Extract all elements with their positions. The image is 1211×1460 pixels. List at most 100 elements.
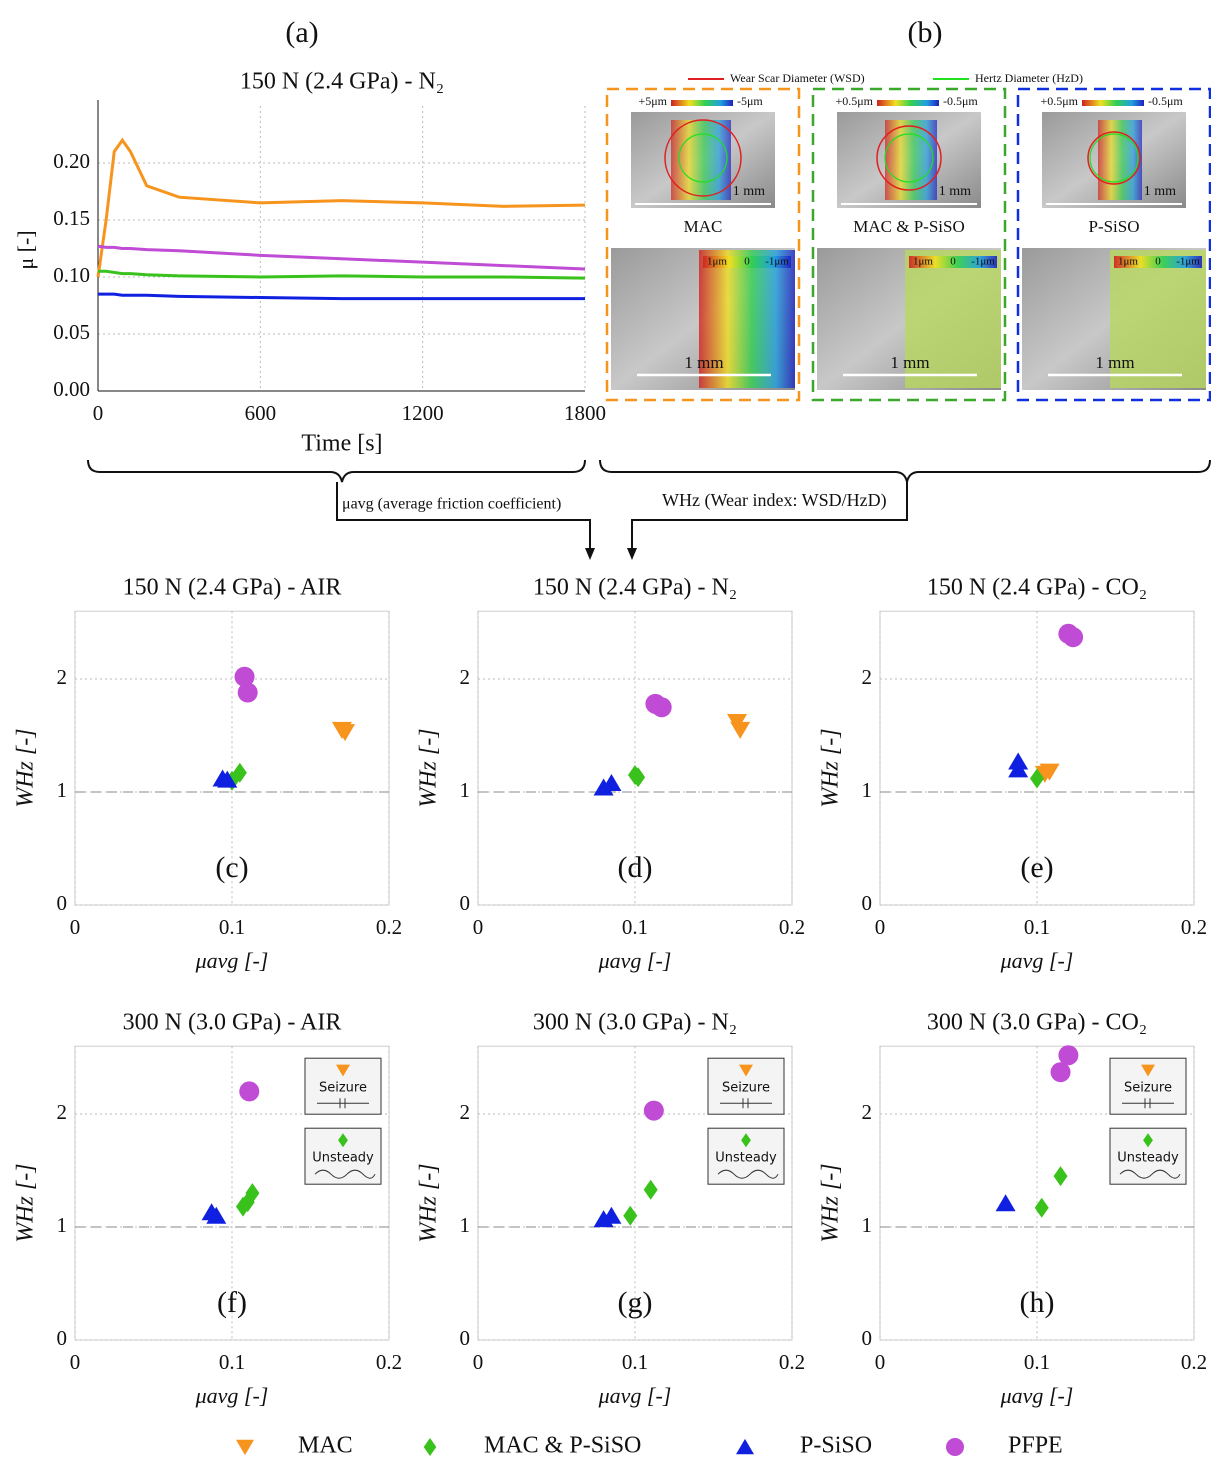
annotation: Unsteady [312,1151,374,1166]
height-map [1110,250,1206,388]
point [1030,768,1044,789]
x-tick-label: 0.2 [376,1350,402,1374]
x-axis-label: Time [s] [301,431,382,457]
x-tick-label: 0.1 [1024,1350,1050,1374]
chart-title: 150 N (2.4 GPa) - AIR [123,575,342,601]
panel-label: (a) [285,16,318,49]
annotation-icon [338,1133,348,1148]
scale-label: 1μm [913,256,933,268]
point [239,1081,260,1102]
y-tick-label: 0 [862,891,873,915]
x-axis-label: μavg [-] [1000,948,1074,973]
panel-label: (d) [618,851,653,884]
panel-frame [811,87,1007,402]
annotation-icon [1122,1098,1174,1109]
hzd-circle [1089,133,1139,183]
chart-title: 300 N (3.0 GPa) - N₂ [533,1010,737,1036]
point [601,773,622,791]
y-tick-label: 1 [862,778,873,802]
panel-label: (h) [1020,1286,1055,1319]
color-scale [1114,256,1202,268]
color-scale [671,100,733,106]
chart-title: 150 N (2.4 GPa) - CO₂ [927,575,1147,601]
legend-label: PFPE [1008,1433,1063,1459]
scale-label: 1μm [707,256,727,268]
panel-label: (c) [215,851,248,884]
scale-label: -0.5μm [943,94,978,108]
height-map [905,250,1001,388]
scale-label: 0 [1155,256,1161,268]
panel-label: (b) [908,16,943,49]
x-tick-label: 0.1 [219,915,245,939]
x-tick-label: 0 [93,401,104,425]
connector-label: WHz (Wear index: WSD/HzD) [662,490,887,511]
connector-label: μavg (average friction coefficient) [342,496,561,513]
chart-title: 150 N (2.4 GPa) - N₂ [533,575,737,601]
scale-bar-label: 1 mm [890,353,929,372]
x-tick-label: 0 [875,915,886,939]
point [245,1183,260,1204]
annotation: Unsteady [1117,1151,1179,1166]
x-axis-label: μavg [-] [598,1383,672,1408]
y-tick-label: 0.10 [53,263,90,287]
bracket [87,459,586,483]
legend-label: MAC [298,1433,353,1459]
point [631,767,646,788]
y-tick-label: 0 [57,1326,68,1350]
x-axis-label: μavg [-] [195,948,269,973]
x-axis-label: μavg [-] [195,1383,269,1408]
height-map [699,250,795,388]
point [206,1206,227,1224]
hzd-circle [884,133,934,183]
point [651,697,672,718]
point [1008,760,1029,778]
legend-label: Wear Scar Diameter (WSD) [730,71,865,85]
connector [631,482,908,550]
legend-marker [236,1439,254,1456]
point [1058,1045,1079,1066]
color-scale [877,100,939,106]
x-tick-label: 1800 [564,401,606,425]
wsd-circle [1087,131,1141,185]
line-series [97,244,586,271]
x-axis-label: μavg [-] [598,948,672,973]
legend-label: Hertz Diameter (HzD) [975,71,1083,85]
scale-label: +0.5μm [1040,94,1078,108]
x-tick-label: 0.2 [376,915,402,939]
y-tick-label: 0 [460,891,471,915]
scale-label: 1μm [1118,256,1138,268]
scale-label: -1μm [765,256,789,268]
y-tick-label: 0.20 [53,149,90,173]
point [623,1205,638,1226]
wsd-circle [664,119,742,197]
point [593,778,614,796]
annotation: Seizure [722,1081,770,1096]
wsd-circle [876,125,942,191]
scale-label: -1μm [1176,256,1200,268]
y-tick-label: 2 [57,1100,68,1124]
panel-frame [605,87,801,402]
point [601,1206,622,1224]
point [1063,627,1084,648]
chart-title: 150 N (2.4 GPa) - N₂ [240,69,444,95]
y-tick-label: 2 [862,1100,873,1124]
point [643,1100,664,1121]
hzd-circle [678,133,728,183]
line-series [98,292,585,301]
y-tick-label: 2 [862,665,873,689]
scale-bar-label: 1 mm [1095,353,1134,372]
y-tick-label: 0.15 [53,206,90,230]
arrow [585,548,595,560]
y-tick-label: 0 [57,891,68,915]
x-tick-label: 0 [473,915,484,939]
point [1034,1197,1049,1218]
y-tick-label: 1 [460,1213,471,1237]
scale-label: 0 [744,256,750,268]
scale-label: +0.5μm [835,94,873,108]
point [730,721,751,739]
y-axis-label: WHz [-] [13,728,39,807]
y-tick-label: 1 [57,1213,68,1237]
x-tick-label: 0 [473,1350,484,1374]
arrow [627,548,637,560]
